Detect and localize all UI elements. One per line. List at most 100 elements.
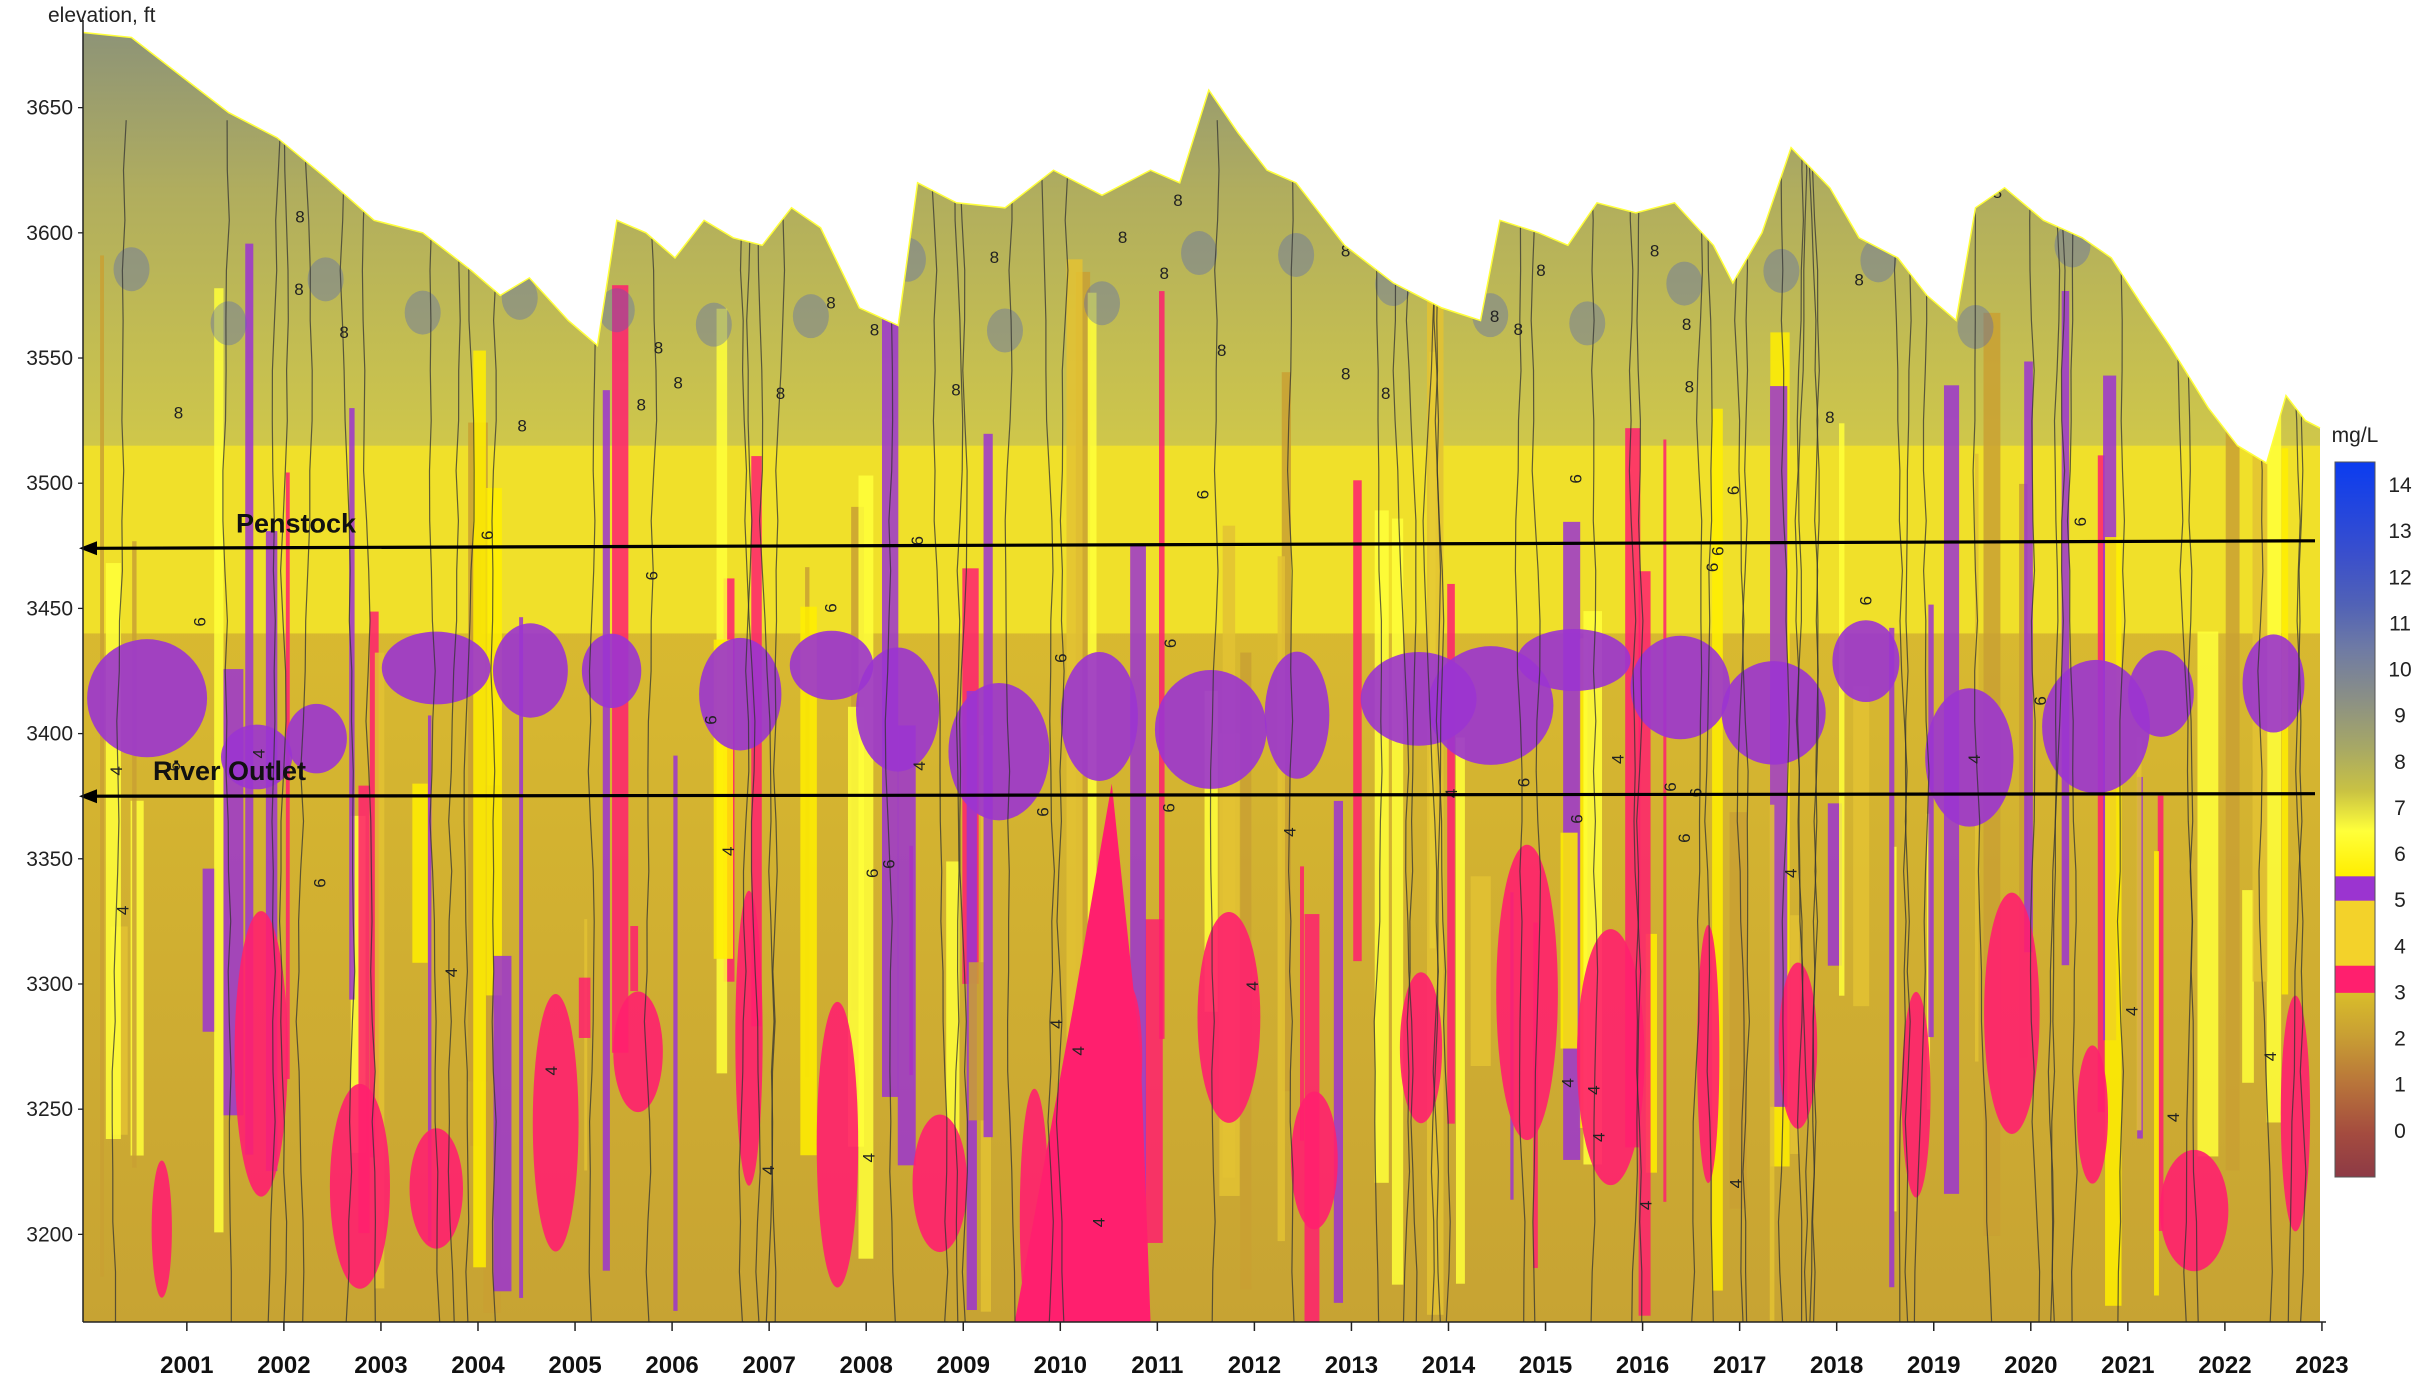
do-4-region	[1290, 1091, 1338, 1230]
contour-label: 8	[1825, 408, 1834, 427]
x-tick-label: 2012	[1228, 1352, 1281, 1379]
x-tick-label: 2020	[2004, 1352, 2057, 1379]
profile-streak	[1470, 876, 1491, 1067]
contour-line	[1777, 120, 1790, 1322]
surface-outline	[82, 31, 2321, 465]
profile-streak	[285, 472, 290, 1080]
profile-streak	[1638, 571, 1651, 1316]
do-4-region	[1496, 844, 1558, 1141]
profile-streak	[1889, 627, 1895, 1288]
x-tick-label: 2003	[354, 1352, 407, 1379]
do-high-region	[889, 237, 926, 282]
do-4-region	[2160, 1149, 2229, 1272]
contour-label: 4	[2164, 1113, 2183, 1122]
contour-label: 8	[1160, 264, 1169, 283]
contour-label: 6	[1709, 546, 1728, 555]
do-4-region	[532, 994, 579, 1252]
profile-streak	[1455, 737, 1465, 1284]
colorbar-tick-label: 14	[2388, 474, 2412, 497]
profile-streak	[2157, 795, 2164, 1231]
do-high-region	[986, 308, 1023, 353]
contour-line	[1734, 120, 1745, 1322]
contour-label: 4	[860, 1153, 879, 1162]
profile-streak	[1158, 291, 1165, 1039]
x-tick-label: 2023	[2295, 1352, 2348, 1379]
profile-streak	[800, 606, 817, 1156]
do-6-region	[1264, 651, 1330, 779]
x-tick-label: 2021	[2101, 1352, 2154, 1379]
do-6-region	[856, 647, 940, 772]
contour-line	[339, 120, 356, 1322]
contour-label: 6	[311, 878, 330, 887]
contour-line	[1898, 120, 1912, 1322]
colorbar-tick-label: 12	[2388, 566, 2411, 589]
profile-streak	[2197, 631, 2219, 1157]
profile-streak	[1853, 686, 1870, 1007]
contour-label: 6	[2031, 696, 2050, 705]
colorbar-tick-label: 7	[2394, 797, 2406, 820]
contour-label: 6	[1567, 814, 1586, 823]
profile-streak	[1333, 800, 1344, 1303]
profile-streak	[1827, 803, 1843, 966]
contour-line	[1794, 120, 1809, 1322]
contour-line	[222, 120, 233, 1322]
profile-streak	[968, 962, 985, 1121]
x-tick-label: 2009	[937, 1352, 990, 1379]
contour-label: 8	[1341, 364, 1350, 383]
profile-streak	[1447, 583, 1455, 1124]
x-tick-label: 2016	[1616, 1352, 1669, 1379]
do-high-region	[1666, 261, 1703, 306]
contour-label: 4	[1726, 1179, 1745, 1188]
do-6-region	[1832, 620, 1900, 703]
contour-label: 6	[1194, 490, 1213, 499]
y-tick-label: 3400	[26, 723, 73, 746]
contour-line	[739, 120, 761, 1322]
contour-label: 4	[1047, 1019, 1066, 1028]
reference-line-label: River Outlet	[153, 756, 306, 786]
contour-label: 8	[2172, 208, 2181, 227]
reference-line-penstock: Penstock	[79, 508, 2316, 556]
contour-line	[1701, 120, 1715, 1322]
contour-line	[1004, 120, 1016, 1322]
profile-streak	[2154, 851, 2159, 1296]
contour-label: 6	[1661, 782, 1680, 791]
do-6-region	[492, 623, 568, 718]
contour-line	[1422, 120, 1441, 1322]
profile-streak	[374, 652, 385, 1289]
contour-label: 6	[701, 715, 720, 724]
profile-streak	[1277, 556, 1285, 1242]
contour-label: 4	[113, 906, 132, 915]
do-high-region	[1181, 231, 1218, 276]
do-high-region	[113, 247, 150, 292]
contour-line	[111, 120, 127, 1322]
do-4-region	[151, 1160, 172, 1298]
contour-line	[1041, 120, 1056, 1322]
contour-line	[267, 120, 282, 1322]
contour-label: 8	[826, 294, 835, 313]
contour-line	[1635, 120, 1644, 1322]
x-tick-label: 2005	[548, 1352, 601, 1379]
contour-label: 8	[1854, 270, 1863, 289]
x-tick-label: 2011	[1131, 1352, 1183, 1379]
reference-line-river-outlet: River Outlet	[79, 756, 2316, 804]
profile-streak	[369, 611, 379, 1158]
do-4-region	[1778, 962, 1818, 1129]
colorbar-tick-label: 13	[2388, 520, 2411, 543]
contour-line	[1429, 120, 1445, 1322]
contour-line	[1627, 120, 1642, 1322]
contour-label: 6	[1051, 653, 1070, 662]
do-high-region	[695, 302, 732, 347]
do-6-region	[1630, 635, 1731, 740]
y-tick-label: 3250	[26, 1098, 73, 1121]
x-tick-label: 2015	[1519, 1352, 1572, 1379]
contour-label: 4	[2261, 1052, 2280, 1061]
profile-streak	[1353, 480, 1362, 962]
contour-line	[463, 120, 475, 1322]
contour-label: 8	[1881, 219, 1890, 238]
do-6-region	[2042, 659, 2150, 794]
contour-label: 6	[2071, 517, 2090, 526]
y-tick-label: 3500	[26, 472, 73, 495]
contour-label: 4	[107, 766, 126, 775]
contour-label: 6	[879, 859, 898, 868]
